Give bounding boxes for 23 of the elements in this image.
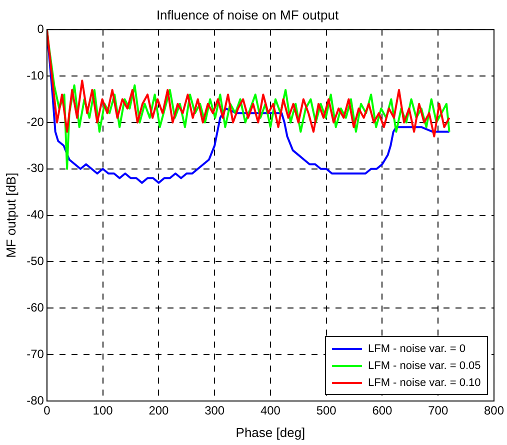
legend-label: LFM - noise var. = 0 [368,342,466,354]
y-tick-label: -50 [26,254,44,268]
x-tick-label: 200 [148,404,170,418]
x-tick-label: 500 [316,404,337,418]
y-tick-label: -80 [26,393,44,408]
legend-label: LFM - noise var. = 0.10 [368,376,481,388]
y-tick-label: -10 [26,68,44,82]
y-tick-label: -20 [26,114,44,129]
chart-title: Influence of noise on MF output [156,7,339,22]
x-tick-label: 800 [484,404,504,418]
x-tick-label: 300 [204,404,225,418]
y-tick-label: -30 [26,161,44,176]
legend-label: LFM - noise var. = 0.05 [368,360,481,372]
y-tick-label: -60 [26,300,44,314]
y-tick-label: 0 [37,22,44,36]
x-tick-label: 700 [428,404,448,418]
x-tick-label: 400 [260,404,281,418]
y-tick-label: -70 [26,346,44,361]
x-axis-title: Phase [deg] [236,424,306,440]
x-tick-label: 600 [372,404,393,418]
x-tick-label: 100 [92,404,114,418]
y-tick-label: -40 [26,208,44,222]
y-axis-title: MF output [dB] [3,172,18,258]
